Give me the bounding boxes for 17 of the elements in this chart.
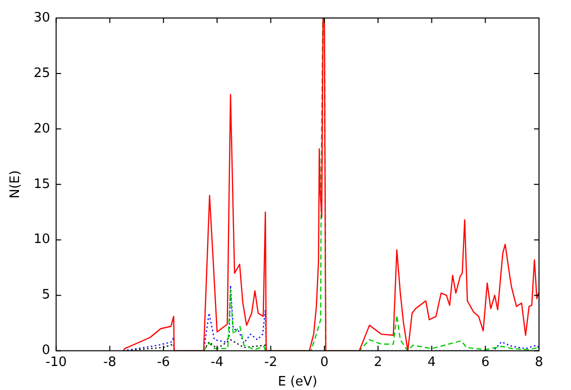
x-tick-label: 6 [481, 354, 490, 370]
y-axis-title: N(E) [8, 170, 24, 198]
x-tick-label: -8 [103, 354, 116, 370]
y-tick-label: 20 [34, 121, 50, 136]
x-tick-label: -6 [156, 354, 170, 370]
x-tick-label: 4 [428, 354, 436, 370]
y-tick-label: 15 [34, 176, 50, 192]
y-tick-label: 5 [42, 288, 50, 303]
x-tick-label: 2 [374, 354, 382, 370]
x-tick-label: -2 [264, 354, 278, 370]
x-tick-label: 0 [320, 354, 329, 370]
y-tick-label: 10 [34, 232, 50, 248]
x-axis-title: E (eV) [278, 374, 318, 390]
y-tick-label: 30 [34, 10, 50, 26]
x-tick-label: 8 [534, 354, 544, 370]
x-tick-label: -4 [210, 354, 224, 370]
y-tick-label: 25 [34, 66, 50, 81]
